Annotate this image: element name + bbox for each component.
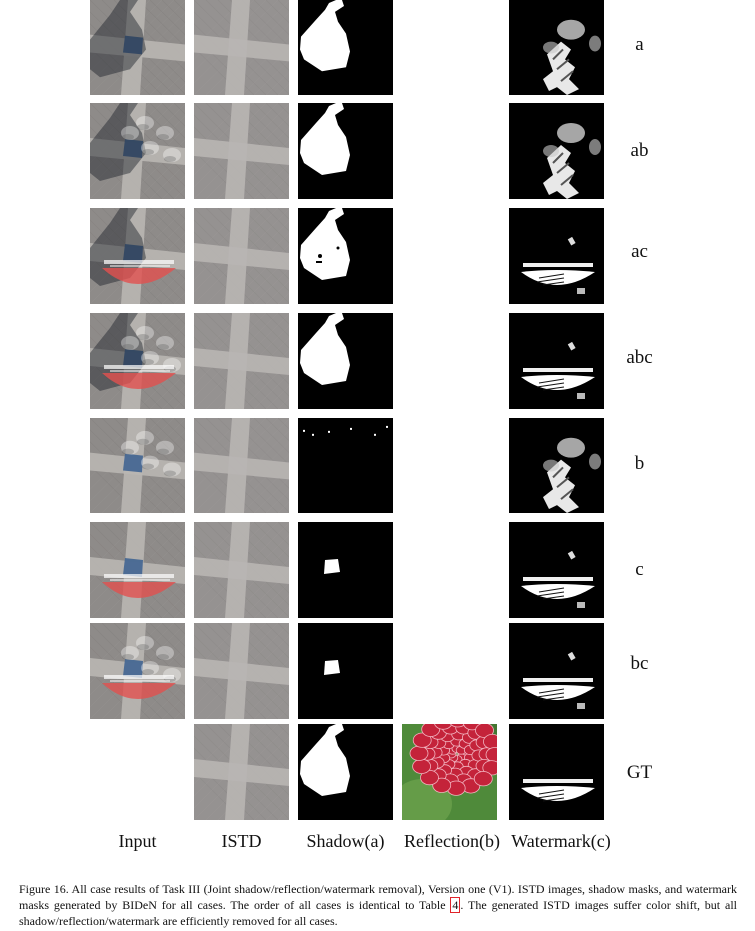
watermark-mask-image [509, 208, 604, 304]
reflection-image [402, 724, 497, 820]
row-label: GT [626, 762, 653, 783]
column-label-watermark: Watermark(c) [511, 831, 611, 851]
figure-caption: Figure 16. All case results of Task III … [19, 881, 737, 929]
input-image [90, 418, 185, 513]
shadow-mask-image [298, 623, 393, 719]
istd-image [194, 313, 289, 409]
row-label: abc [626, 347, 653, 368]
column-label-input: Input [118, 831, 157, 851]
istd-image [194, 0, 289, 95]
shadow-mask-image [298, 208, 393, 304]
row-label: a [635, 34, 644, 55]
shadow-mask-image [298, 313, 393, 409]
input-image [90, 208, 185, 304]
shadow-mask-image [298, 0, 393, 95]
row-label: ac [631, 241, 648, 262]
istd-image [194, 208, 289, 304]
row-label: b [634, 453, 645, 474]
istd-image [194, 522, 289, 618]
column-label-istd: ISTD [221, 831, 262, 851]
shadow-mask-image [298, 418, 393, 513]
column-label-reflection: Reflection(b) [404, 831, 500, 851]
input-image [90, 0, 185, 95]
istd-image [194, 724, 289, 820]
watermark-mask-image [509, 724, 604, 820]
watermark-mask-image [509, 103, 604, 199]
istd-image [194, 103, 289, 199]
row-label: c [635, 559, 644, 580]
shadow-mask-image [298, 103, 393, 199]
input-image [90, 313, 185, 409]
shadow-mask-image [298, 522, 393, 618]
row-label: bc [630, 653, 649, 674]
watermark-mask-image [509, 313, 604, 409]
input-image [90, 623, 185, 719]
table-reference-link[interactable]: 4 [450, 897, 461, 913]
watermark-mask-image [509, 522, 604, 618]
watermark-mask-image [509, 623, 604, 719]
input-image [90, 103, 185, 199]
istd-image [194, 418, 289, 513]
row-label: ab [630, 140, 649, 161]
caption-text-start: Figure 16. All case results of Task III … [19, 882, 737, 912]
shadow-mask-image [298, 724, 393, 820]
input-image [90, 522, 185, 618]
watermark-mask-image [509, 418, 604, 513]
istd-image [194, 623, 289, 719]
watermark-mask-image [509, 0, 604, 95]
caption-text-end: . The generated ISTD images suffer color… [19, 898, 737, 928]
column-label-shadow: Shadow(a) [306, 831, 385, 851]
